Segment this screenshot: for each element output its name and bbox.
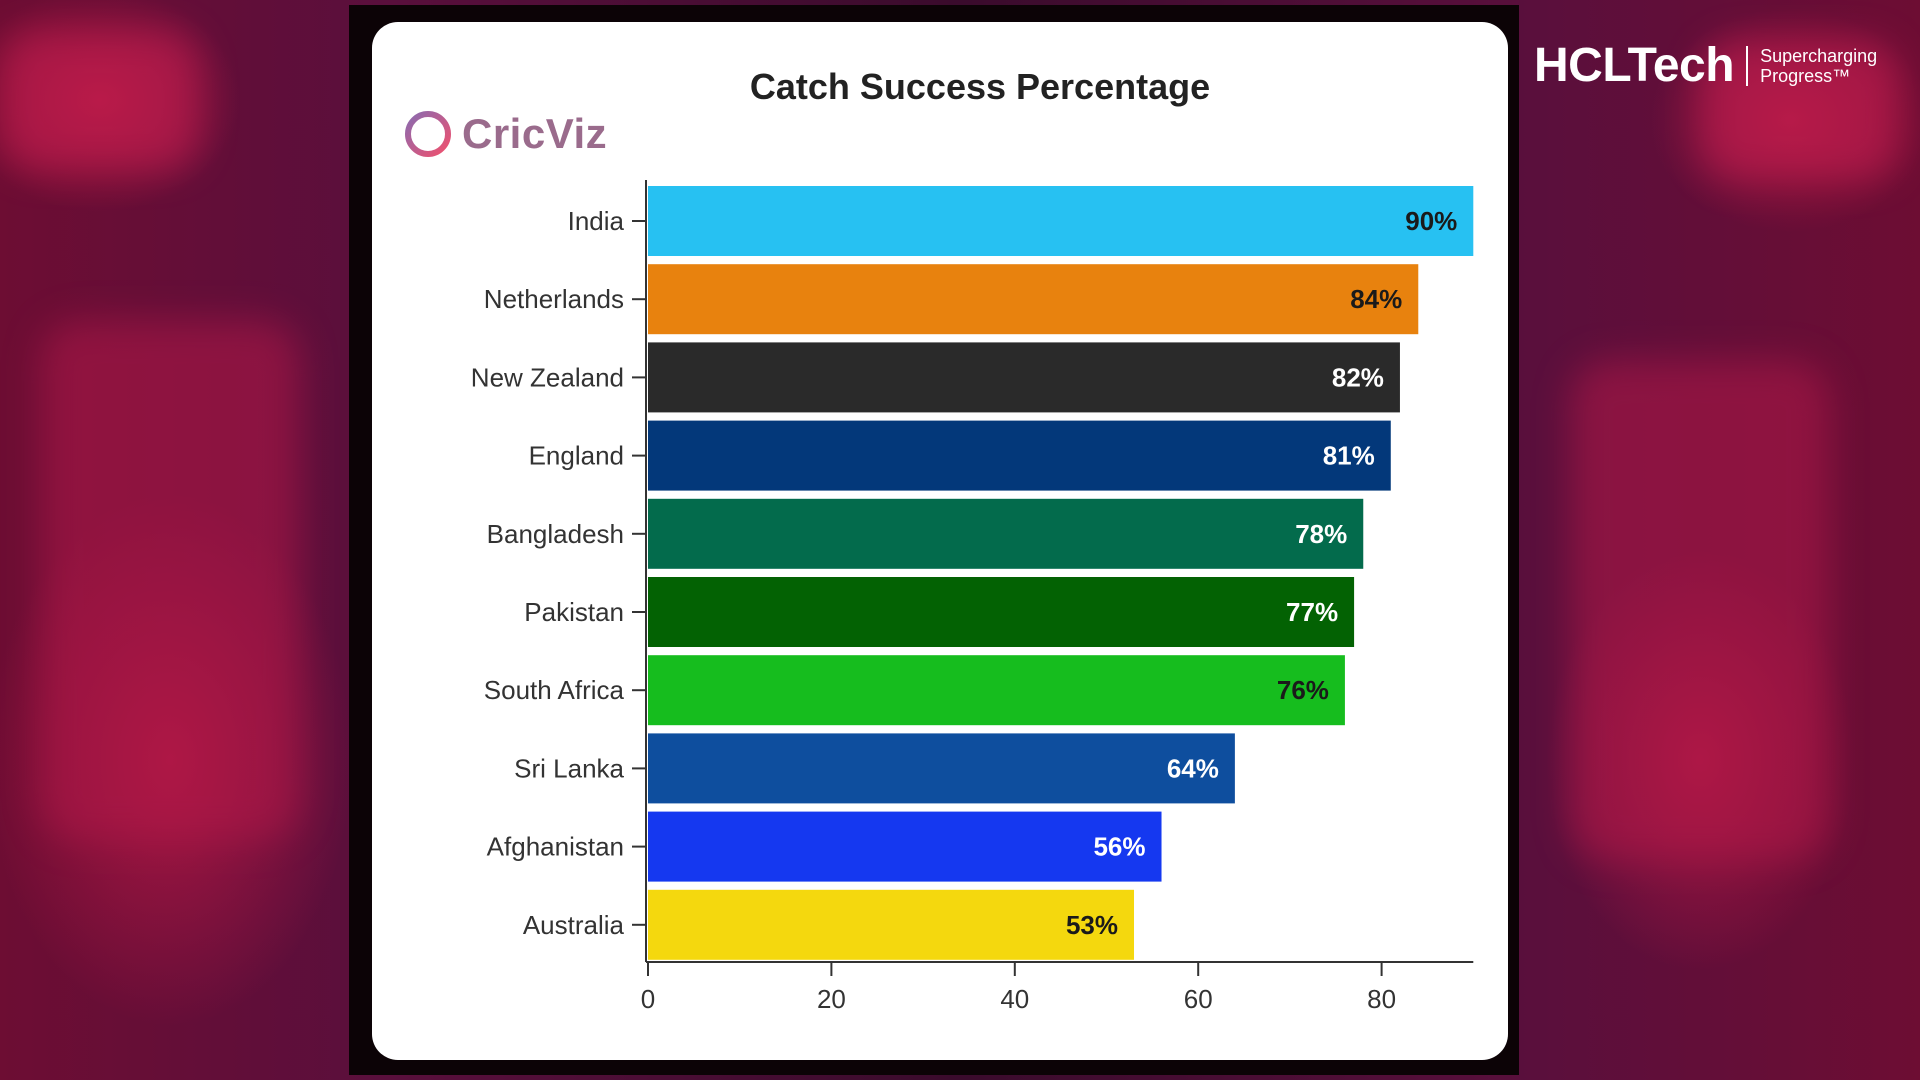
value-label: 82% [1332, 362, 1384, 392]
x-tick-label: 40 [1000, 984, 1029, 1014]
bar-bangladesh [648, 498, 1364, 569]
value-label: 78% [1295, 519, 1347, 549]
x-tick-label: 20 [817, 984, 846, 1014]
hcltech-tagline: Supercharging Progress™ [1760, 45, 1878, 86]
x-tick-label: 0 [641, 984, 655, 1014]
bar-australia [648, 889, 1135, 960]
chart-title: Catch Success Percentage [749, 66, 1211, 107]
category-label: New Zealand [471, 362, 624, 392]
background-figure-top-left [0, 30, 200, 170]
value-label: 84% [1350, 284, 1402, 314]
x-tick-label: 80 [1367, 984, 1396, 1014]
bar-chart: India 90% Netherlands 84% New Zealand 82% Engl… [471, 180, 1474, 1014]
cricviz-ring-icon [405, 111, 451, 157]
value-label: 56% [1093, 832, 1145, 862]
category-label: South Africa [484, 675, 625, 705]
hcltech-logo-divider [1746, 45, 1749, 86]
bar-new-zealand [648, 342, 1400, 413]
value-label: 81% [1323, 441, 1375, 471]
category-label: Pakistan [524, 597, 624, 627]
hcltech-logo-text: HCLTech [1534, 39, 1735, 92]
category-label: Australia [523, 910, 625, 940]
background-figure-right [1570, 360, 1830, 860]
hcltech-logo: HCLTech Supercharging Progress™ [1534, 38, 1900, 93]
category-label: England [529, 441, 624, 471]
value-label: 53% [1066, 910, 1118, 940]
value-label: 64% [1167, 753, 1219, 783]
category-label: Afghanistan [487, 832, 624, 862]
background-figure-left [40, 320, 300, 840]
cricviz-logo: CricViz [402, 108, 607, 160]
value-label: 77% [1286, 597, 1338, 627]
bar-india [648, 186, 1474, 256]
x-tick-label: 60 [1184, 984, 1213, 1014]
category-label: Netherlands [484, 284, 624, 314]
cricviz-logo-text: CricViz [462, 110, 608, 157]
category-label: Bangladesh [487, 519, 624, 549]
category-label: India [568, 206, 625, 236]
bar-sri-lanka [648, 733, 1235, 804]
bar-netherlands [648, 264, 1419, 335]
bar-afghanistan [648, 811, 1162, 882]
value-label: 90% [1405, 206, 1457, 236]
background-figure-top-right [1700, 40, 1900, 180]
bar-pakistan [648, 577, 1355, 647]
value-label: 76% [1277, 675, 1329, 705]
category-label: Sri Lanka [514, 753, 624, 783]
bar-england [648, 420, 1391, 491]
bar-south-africa [648, 655, 1345, 726]
chart-card: Catch Success Percentage CricViz India 90… [372, 22, 1508, 1060]
